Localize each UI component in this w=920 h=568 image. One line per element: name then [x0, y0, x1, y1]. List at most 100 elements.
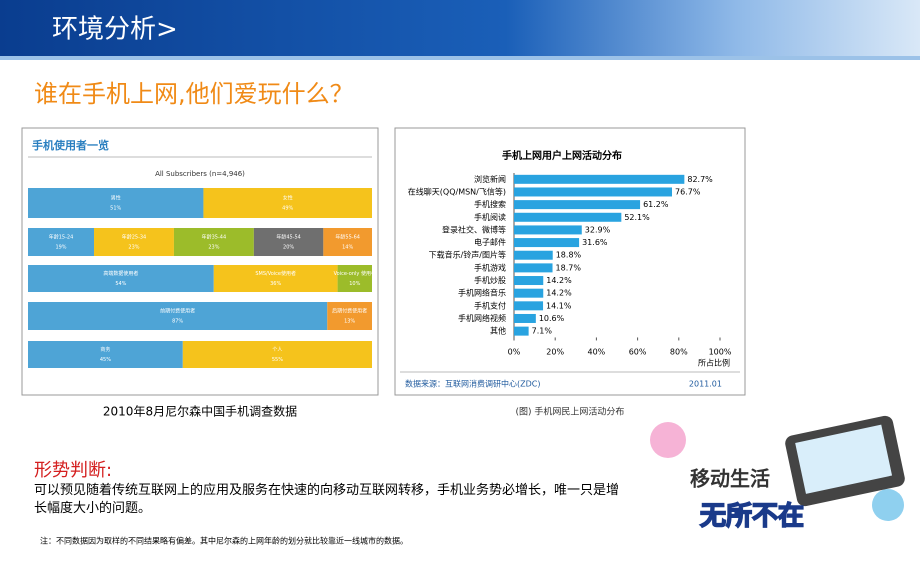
judgement-box: 可以预见随着传统互联网上的应用及服务在快速的向移动互联网转移，手机业务势必增长，…: [34, 483, 619, 516]
segment-value: 19%: [55, 245, 66, 251]
category-label: 下载音乐/铃声/图片等: [429, 250, 506, 260]
segment: [203, 188, 372, 218]
bar: [514, 174, 685, 184]
value-label: 61.2%: [643, 200, 669, 209]
segment: [28, 341, 183, 368]
segment-label: 年龄25-34: [122, 234, 147, 241]
segment: [323, 228, 372, 256]
note: 注：不同数据因为取样的不同结果略有偏差。其中尼尔森的上网年龄的划分就比较靠近一线…: [40, 536, 408, 546]
segment-value: 14%: [342, 245, 353, 251]
segment-label: 年龄15-24: [49, 234, 74, 241]
x-tick-label: 60%: [629, 348, 647, 357]
judgement-heading: 形势判断:: [34, 460, 112, 481]
value-label: 14.2%: [546, 289, 572, 298]
segment: [213, 265, 338, 292]
segment-value: 23%: [208, 245, 219, 251]
header-title: 环境分析>: [52, 15, 178, 45]
phone-screen: [795, 424, 893, 494]
segment-value: 10%: [349, 281, 360, 287]
segment: [28, 228, 95, 256]
right-caption: (图) 手机网民上网活动分布: [516, 406, 625, 418]
left-caption: 2010年8月尼尔森中国手机调查数据: [103, 404, 297, 419]
segment-label: 年龄55-64: [335, 234, 360, 241]
segment-value: 51%: [110, 206, 121, 212]
bar: [514, 250, 553, 260]
x-tick-label: 100%: [709, 348, 732, 357]
category-label: 电子邮件: [474, 237, 506, 247]
segment: [28, 302, 328, 330]
segment-value: 54%: [115, 281, 126, 287]
segment-value: 87%: [172, 319, 183, 325]
right-panel: [394, 127, 746, 396]
right-title: 手机上网用户上网活动分布: [502, 149, 622, 162]
value-label: 76.7%: [675, 187, 701, 196]
segment-value: 36%: [270, 281, 281, 287]
x-tick-label: 20%: [546, 348, 564, 357]
value-label: 10.6%: [539, 314, 565, 323]
value-label: 82.7%: [687, 175, 713, 184]
segment: [173, 228, 254, 256]
segment-label: 前期付费使用者: [160, 308, 195, 315]
segment-label: 年龄45-54: [276, 234, 301, 241]
bar: [514, 225, 582, 235]
bar: [514, 212, 622, 222]
segment-label: 年龄35-44: [202, 234, 227, 241]
segment-label: 后期付费使用者: [332, 308, 367, 315]
segment-label: SMS/Voice使用者: [255, 270, 296, 277]
category-label: 手机支付: [474, 300, 506, 310]
left-subtitle: All Subscribers (n=4,946): [155, 170, 245, 178]
segment-value: 20%: [283, 245, 294, 251]
category-label: 手机游戏: [474, 262, 506, 272]
segment: [182, 341, 372, 368]
category-label: 登录社交、微博等: [442, 224, 506, 234]
value-label: 14.2%: [546, 276, 572, 285]
bar: [514, 200, 641, 210]
x-tick-label: 80%: [670, 348, 688, 357]
segment: [28, 265, 214, 292]
value-label: 18.7%: [556, 263, 582, 272]
segment: [327, 302, 372, 330]
segment-label: 女性: [283, 195, 293, 202]
segment: [28, 188, 204, 218]
segment-value: 49%: [282, 206, 293, 212]
badge-deco: [872, 489, 904, 521]
bar: [514, 187, 673, 197]
segment-label: 商务: [100, 346, 110, 353]
bar: [514, 263, 553, 273]
badge-deco: [650, 422, 686, 458]
value-label: 14.1%: [546, 301, 572, 310]
category-label: 浏览新闻: [474, 174, 506, 184]
segment-label: 男性: [111, 195, 121, 202]
segment-value: 45%: [100, 357, 111, 363]
badge-line2: 无所不在: [700, 502, 804, 532]
category-label: 手机阅读: [474, 212, 506, 222]
value-label: 18.8%: [556, 251, 582, 260]
segment-value: 13%: [344, 319, 355, 325]
value-label: 52.1%: [624, 213, 650, 222]
value-label: 7.1%: [532, 327, 553, 336]
value-label: 32.9%: [585, 225, 611, 234]
segment-value: 23%: [128, 245, 139, 251]
category-label: 手机网络音乐: [458, 288, 506, 298]
category-label: 手机搜索: [474, 199, 506, 209]
value-label: 31.6%: [582, 238, 608, 247]
left-title: 手机使用者一览: [32, 138, 109, 152]
x-tick-label: 40%: [588, 348, 606, 357]
header-bar: [0, 0, 920, 58]
segment-label: 个人: [272, 347, 282, 353]
bar: [514, 288, 544, 298]
x-axis-label: 所占比例: [698, 358, 730, 368]
bar: [514, 313, 536, 323]
segment: [253, 228, 324, 256]
category-label: 手机炒股: [474, 275, 506, 285]
x-tick-label: 0%: [508, 348, 521, 357]
bar: [514, 301, 544, 311]
segment-label: 高端数据使用者: [103, 270, 138, 277]
segment: [337, 265, 372, 292]
bar: [514, 326, 529, 336]
bar: [514, 276, 544, 286]
category-label: 在线聊天(QQ/MSN/飞信等): [408, 186, 506, 196]
date: 2011.01: [689, 380, 722, 389]
segment-value: 55%: [272, 357, 283, 363]
